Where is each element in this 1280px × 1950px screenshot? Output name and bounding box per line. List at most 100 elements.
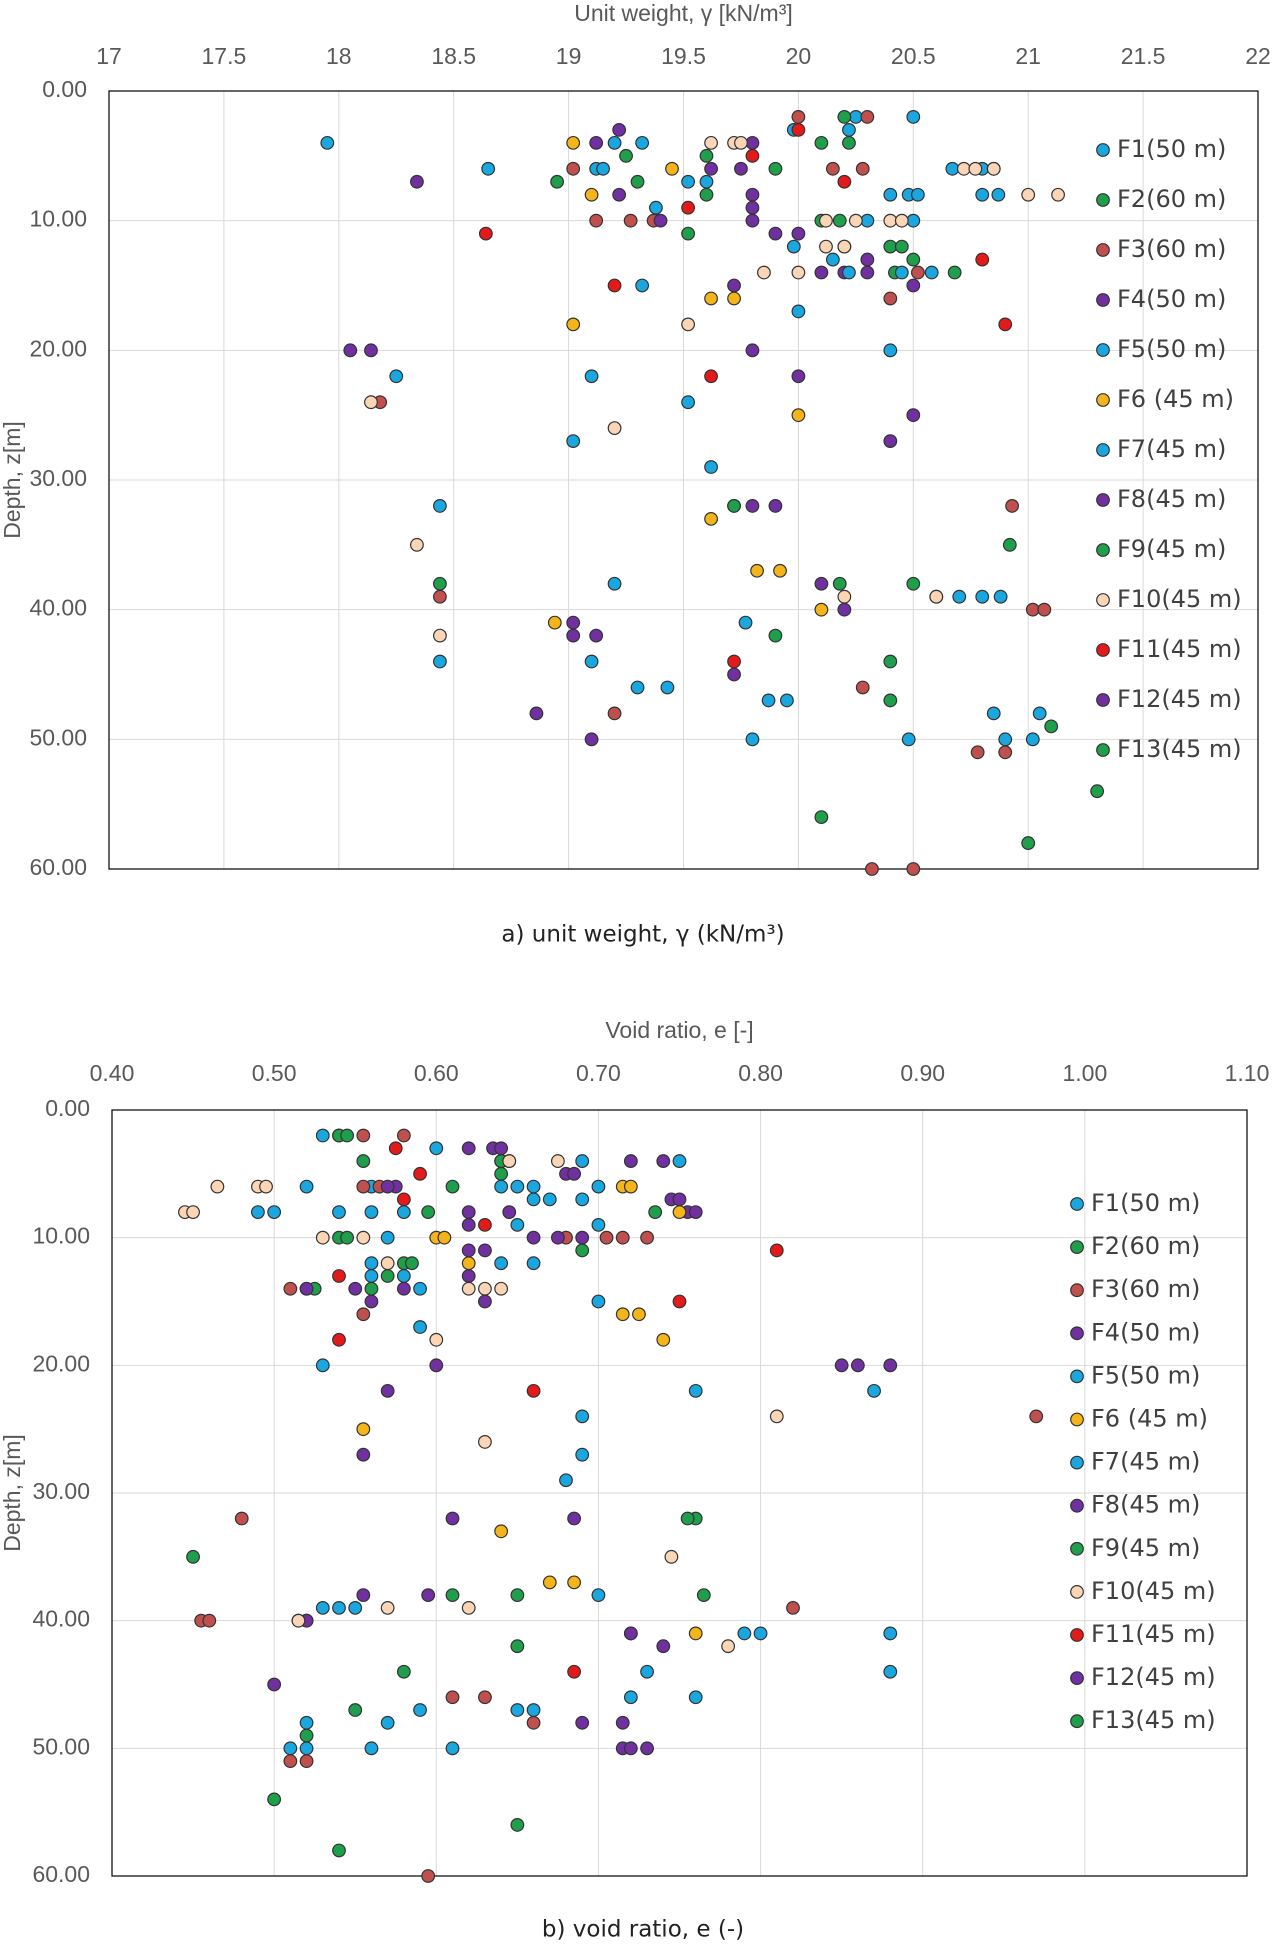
data-point: [332, 1600, 346, 1615]
data-point: [970, 745, 985, 760]
data-point: [832, 213, 847, 228]
data-point: [526, 1230, 541, 1245]
data-point: [814, 602, 829, 617]
data-point: [429, 1358, 444, 1373]
data-point: [380, 1600, 395, 1615]
data-point: [356, 1230, 371, 1245]
legend-marker: [1070, 1326, 1084, 1341]
data-point: [502, 1205, 517, 1220]
data-point: [929, 589, 944, 604]
data-point: [745, 135, 760, 150]
data-point: [410, 174, 424, 189]
data-point: [283, 1741, 298, 1756]
data-point: [623, 1626, 638, 1641]
data-point: [745, 200, 760, 215]
data-point: [315, 1230, 330, 1245]
data-point: [704, 161, 718, 176]
y-tick-label: 10.00: [32, 1223, 90, 1249]
legend-label: F2(60 m): [1117, 185, 1226, 213]
data-point: [656, 1154, 671, 1168]
data-point: [542, 1575, 557, 1590]
data-point: [461, 1600, 476, 1615]
y-tick-label: 20.00: [29, 335, 87, 361]
legend-marker: [1070, 1197, 1084, 1211]
data-point: [825, 252, 840, 267]
data-point: [745, 213, 760, 228]
data-point: [819, 213, 833, 228]
data-point: [559, 1473, 573, 1488]
data-point: [986, 161, 1001, 176]
x-tick-label: 0.70: [576, 1060, 621, 1086]
legend-marker: [1096, 143, 1110, 157]
data-point: [575, 1715, 590, 1730]
data-point: [745, 187, 760, 202]
data-point: [364, 1294, 379, 1309]
data-point: [883, 187, 898, 202]
data-point: [433, 654, 447, 669]
data-point: [591, 1588, 606, 1603]
data-point: [1005, 499, 1020, 513]
data-point: [842, 122, 856, 137]
data-point: [615, 1230, 630, 1245]
data-point: [547, 615, 562, 630]
data-point: [389, 369, 404, 384]
data-point: [727, 291, 741, 306]
data-point: [478, 1281, 492, 1296]
legend-marker: [1096, 593, 1110, 607]
data-point: [704, 291, 718, 306]
legend-label: F4(50 m): [1091, 1318, 1200, 1346]
data-point: [1025, 732, 1040, 747]
data-point: [433, 589, 447, 604]
data-point: [413, 1703, 427, 1717]
data-point: [883, 213, 898, 228]
data-point: [210, 1179, 225, 1194]
legend-label: F7(45 m): [1117, 435, 1226, 463]
data-point: [332, 1205, 346, 1220]
data-point: [773, 563, 787, 578]
data-point: [566, 317, 581, 332]
legend-marker: [1070, 1498, 1084, 1513]
data-point: [186, 1549, 200, 1564]
legend-label: F5(50 m): [1117, 335, 1226, 363]
data-point: [615, 1307, 630, 1322]
y-tick-label: 60.00: [29, 854, 87, 880]
data-point: [348, 1281, 363, 1296]
data-point: [623, 213, 638, 228]
data-point: [865, 862, 879, 876]
data-point: [332, 1269, 346, 1283]
data-point: [566, 135, 581, 150]
legend-label: F3(60 m): [1117, 235, 1226, 263]
data-point: [704, 512, 718, 526]
data-point: [332, 1843, 346, 1858]
legend-label: F11(45 m): [1117, 635, 1242, 663]
data-point: [665, 161, 679, 176]
data-point: [848, 213, 863, 228]
legend-label: F1(50 m): [1117, 135, 1226, 163]
data-point: [510, 1179, 525, 1194]
data-point: [461, 1205, 476, 1220]
y-tick-label: 0.00: [45, 1095, 90, 1121]
data-point: [478, 1690, 492, 1705]
data-point: [607, 706, 622, 721]
legend-label: F7(45 m): [1091, 1448, 1200, 1476]
y-tick-label: 60.00: [32, 1861, 90, 1887]
data-point: [494, 1141, 509, 1156]
x-tick-label: 0.80: [738, 1060, 783, 1086]
data-point: [791, 304, 806, 319]
legend-label: F2(60 m): [1091, 1232, 1200, 1260]
data-point: [380, 1715, 395, 1730]
legend-marker: [1070, 1671, 1084, 1685]
data-point: [906, 408, 921, 423]
data-point: [251, 1205, 265, 1220]
legend-marker: [1096, 243, 1110, 257]
data-point: [768, 226, 783, 241]
legend-marker: [1070, 1455, 1084, 1470]
data-point: [364, 1269, 379, 1283]
data-point: [591, 1217, 606, 1232]
data-point: [975, 252, 990, 267]
x-axis-title: Void ratio, e [-]: [605, 1017, 753, 1043]
data-point: [653, 213, 668, 228]
data-point: [660, 680, 675, 695]
data-point: [429, 1141, 444, 1156]
data-point: [340, 1128, 355, 1143]
